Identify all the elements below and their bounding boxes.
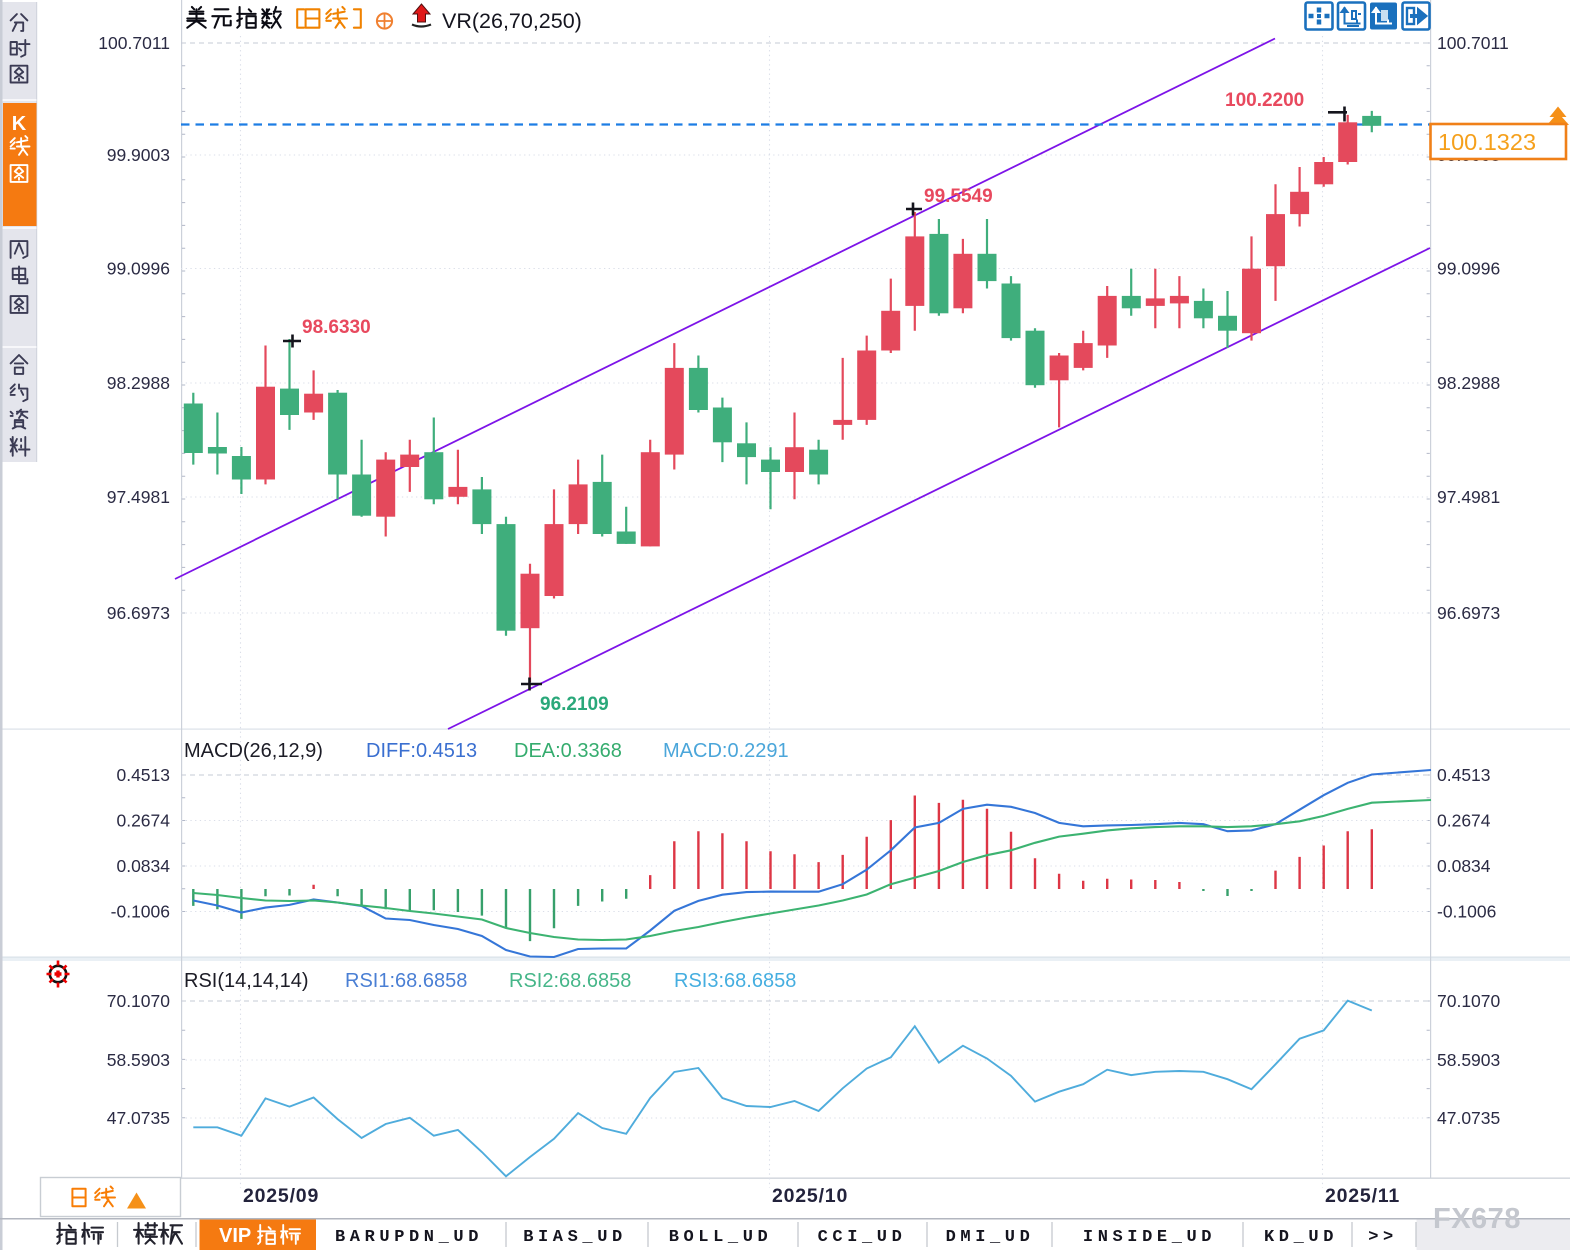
svg-text:0.0834: 0.0834 [1437,856,1491,876]
svg-text:0.2674: 0.2674 [116,811,170,831]
svg-text:MACD:0.2291: MACD:0.2291 [663,740,789,762]
svg-text:RSI(14,14,14): RSI(14,14,14) [184,970,309,992]
svg-text:2025/11: 2025/11 [1325,1185,1400,1207]
svg-text:99.5549: 99.5549 [924,186,993,207]
svg-text:47.0735: 47.0735 [1437,1108,1500,1128]
svg-text:BOLL_UD: BOLL_UD [669,1228,773,1247]
svg-text:-0.1006: -0.1006 [1437,902,1496,922]
svg-text:97.4981: 97.4981 [1437,487,1500,507]
svg-text:DMI_UD: DMI_UD [946,1228,1035,1247]
svg-text:BIAS_UD: BIAS_UD [523,1228,627,1247]
svg-text:2025/10: 2025/10 [772,1185,848,1207]
svg-text:99.9003: 99.9003 [107,145,170,165]
svg-text:VIP: VIP [219,1225,251,1247]
svg-text:0.4513: 0.4513 [116,765,170,785]
svg-text:100.1323: 100.1323 [1438,129,1536,155]
svg-text:98.6330: 98.6330 [302,317,371,338]
svg-text:DEA:0.3368: DEA:0.3368 [514,740,622,762]
svg-text:98.2988: 98.2988 [1437,373,1500,393]
svg-text:VR(26,70,250): VR(26,70,250) [442,9,582,33]
svg-text:96.2109: 96.2109 [540,694,609,715]
svg-text:96.6973: 96.6973 [107,603,170,623]
svg-text:0.0834: 0.0834 [116,856,170,876]
svg-text:RSI1:68.6858: RSI1:68.6858 [345,970,467,992]
svg-text:58.5903: 58.5903 [107,1050,170,1070]
svg-text:K: K [12,113,27,135]
svg-text:58.5903: 58.5903 [1437,1050,1500,1070]
svg-text:100.7011: 100.7011 [98,33,170,53]
svg-text:97.4981: 97.4981 [107,487,170,507]
svg-text:96.6973: 96.6973 [1437,603,1500,623]
svg-text:100.2200: 100.2200 [1225,90,1304,111]
svg-text:RSI3:68.6858: RSI3:68.6858 [674,970,796,992]
svg-text:MACD(26,12,9): MACD(26,12,9) [184,740,323,762]
svg-text:99.0996: 99.0996 [1437,259,1500,279]
svg-text:100.7011: 100.7011 [1437,33,1509,53]
svg-text:70.1070: 70.1070 [1437,991,1501,1011]
svg-text:2025/09: 2025/09 [243,1185,319,1207]
svg-text:0.4513: 0.4513 [1437,765,1491,785]
svg-text:0.2674: 0.2674 [1437,811,1491,831]
svg-text:-0.1006: -0.1006 [111,902,170,922]
svg-text:INSIDE_UD: INSIDE_UD [1083,1228,1216,1247]
svg-text:BARUPDN_UD: BARUPDN_UD [335,1228,483,1247]
svg-text:98.2988: 98.2988 [107,373,170,393]
svg-text:RSI2:68.6858: RSI2:68.6858 [509,970,631,992]
svg-text:>>: >> [1368,1228,1398,1247]
svg-text:CCI_UD: CCI_UD [818,1228,907,1247]
svg-text:FX678: FX678 [1433,1203,1521,1235]
svg-text:KD_UD: KD_UD [1264,1228,1338,1247]
svg-text:DIFF:0.4513: DIFF:0.4513 [366,740,477,762]
svg-text:70.1070: 70.1070 [107,991,171,1011]
svg-text:99.0996: 99.0996 [107,259,170,279]
svg-text:47.0735: 47.0735 [107,1108,170,1128]
